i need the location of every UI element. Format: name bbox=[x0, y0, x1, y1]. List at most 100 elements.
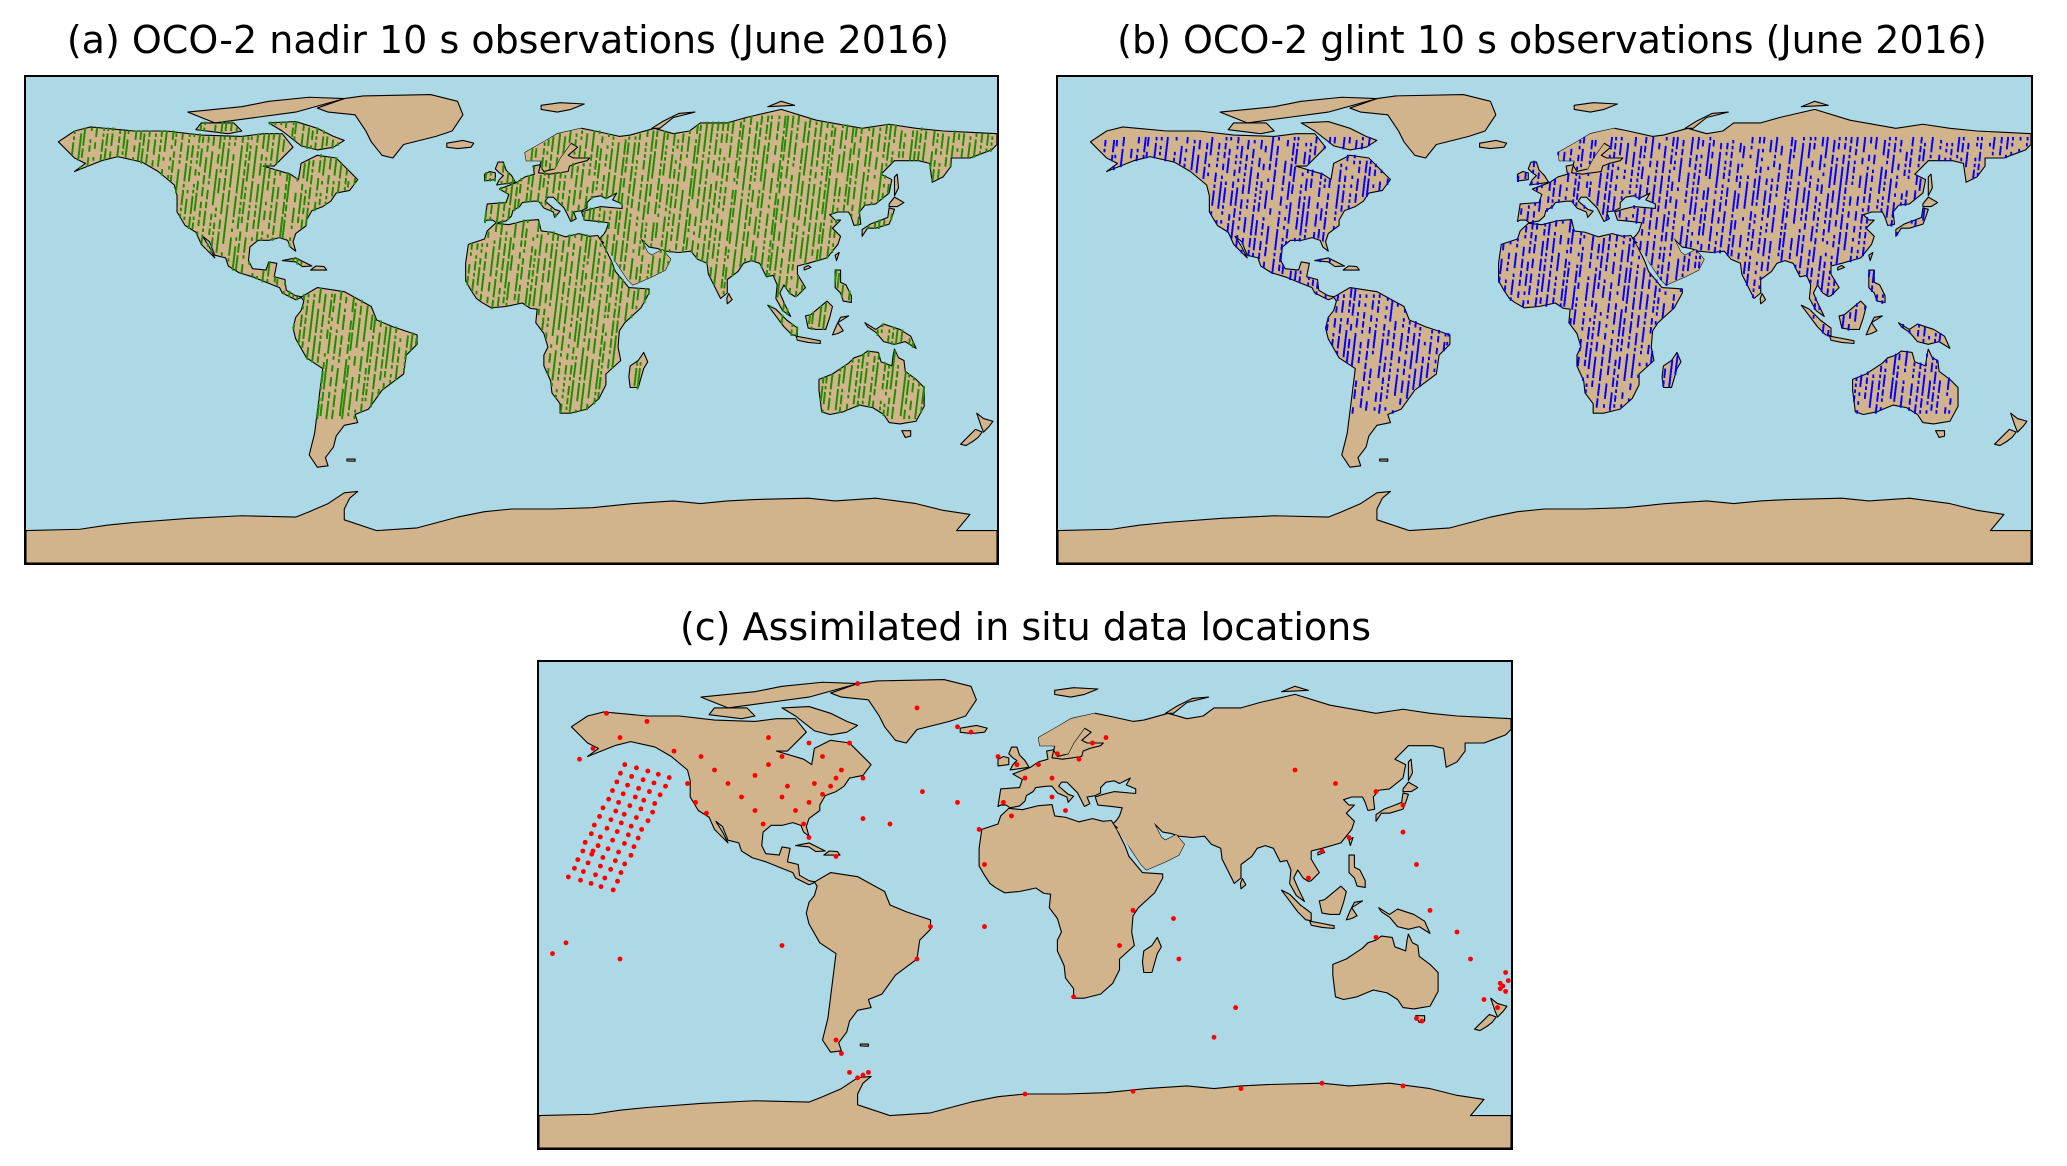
observation-mark bbox=[574, 183, 577, 188]
observation-mark bbox=[525, 231, 528, 235]
observation-mark bbox=[603, 175, 605, 179]
observation-mark bbox=[696, 124, 699, 129]
observation-mark bbox=[543, 261, 546, 265]
observation-mark bbox=[190, 201, 193, 206]
land-arctic-islands bbox=[188, 97, 344, 123]
observation-mark bbox=[745, 216, 747, 221]
observation-mark bbox=[254, 151, 257, 155]
observation-mark bbox=[699, 228, 701, 232]
observation-mark bbox=[379, 371, 382, 375]
observation-mark bbox=[350, 320, 352, 325]
observation-mark bbox=[841, 388, 844, 393]
observation-mark bbox=[206, 192, 209, 197]
observation-mark bbox=[274, 213, 277, 218]
observation-mark bbox=[624, 139, 627, 143]
observation-mark bbox=[939, 151, 942, 155]
observation-mark bbox=[138, 142, 141, 146]
observation-mark bbox=[599, 350, 602, 354]
observation-mark bbox=[356, 388, 359, 393]
observation-mark bbox=[543, 264, 546, 268]
observation-mark bbox=[633, 382, 636, 387]
observation-mark bbox=[615, 296, 618, 301]
observation-mark bbox=[601, 183, 604, 188]
observation-mark bbox=[781, 258, 783, 262]
observation-mark bbox=[826, 189, 829, 194]
observation-mark bbox=[643, 204, 646, 209]
observation-mark bbox=[215, 207, 217, 212]
observation-mark bbox=[273, 133, 275, 137]
observation-mark bbox=[261, 278, 264, 283]
observation-mark bbox=[875, 157, 878, 161]
observation-mark bbox=[269, 121, 272, 126]
observation-mark bbox=[611, 332, 613, 336]
observation-mark bbox=[824, 145, 826, 149]
observation-mark bbox=[689, 189, 691, 194]
observation-mark bbox=[278, 136, 281, 140]
observation-mark bbox=[335, 376, 338, 381]
observation-mark bbox=[317, 350, 320, 354]
observation-mark bbox=[800, 243, 803, 247]
observation-mark bbox=[607, 180, 610, 185]
observation-mark bbox=[212, 231, 215, 235]
observation-mark bbox=[376, 347, 379, 351]
observation-mark bbox=[859, 379, 862, 384]
observation-mark bbox=[735, 180, 738, 185]
observation-mark bbox=[301, 341, 304, 345]
observation-mark bbox=[769, 243, 772, 247]
observation-mark bbox=[608, 166, 611, 170]
observation-mark bbox=[316, 127, 319, 131]
observation-mark bbox=[240, 151, 243, 155]
observation-mark bbox=[865, 154, 867, 158]
observation-mark bbox=[584, 201, 587, 206]
observation-mark bbox=[554, 213, 557, 218]
observation-mark bbox=[1224, 142, 1227, 147]
observation-mark bbox=[660, 189, 663, 194]
observation-mark bbox=[386, 350, 389, 354]
observation-mark bbox=[657, 186, 659, 191]
observation-mark bbox=[100, 148, 103, 152]
observation-mark bbox=[212, 195, 215, 200]
observation-mark bbox=[722, 124, 725, 129]
observation-mark bbox=[271, 195, 274, 200]
observation-mark bbox=[592, 213, 595, 218]
observation-mark bbox=[869, 394, 871, 399]
observation-mark bbox=[883, 219, 886, 224]
observation-mark bbox=[644, 198, 647, 203]
observation-mark bbox=[724, 186, 727, 191]
observation-mark bbox=[791, 264, 794, 268]
observation-mark bbox=[137, 151, 140, 155]
observation-mark bbox=[800, 154, 803, 158]
observation-mark bbox=[1183, 163, 1186, 168]
observation-mark bbox=[841, 130, 844, 134]
observation-mark bbox=[761, 255, 764, 259]
observation-mark bbox=[613, 308, 616, 313]
observation-mark bbox=[733, 177, 736, 182]
observation-mark bbox=[496, 261, 499, 265]
observation-mark bbox=[314, 335, 317, 339]
observation-mark bbox=[883, 145, 886, 149]
observation-mark bbox=[1223, 154, 1226, 159]
observation-mark bbox=[929, 163, 932, 167]
observation-mark bbox=[759, 210, 762, 215]
observation-mark bbox=[341, 388, 344, 393]
observation-mark bbox=[693, 180, 696, 185]
observation-mark bbox=[343, 397, 346, 402]
observation-mark bbox=[874, 382, 877, 387]
observation-mark bbox=[140, 160, 143, 164]
observation-mark bbox=[783, 234, 786, 238]
observation-mark bbox=[580, 136, 583, 140]
observation-mark bbox=[300, 317, 303, 322]
observation-mark bbox=[601, 359, 604, 363]
observation-mark bbox=[920, 409, 923, 414]
observation-mark bbox=[570, 391, 573, 396]
observation-mark bbox=[680, 201, 683, 206]
observation-mark bbox=[515, 281, 518, 286]
observation-mark bbox=[595, 382, 598, 387]
observation-mark bbox=[853, 186, 856, 191]
observation-mark bbox=[728, 216, 731, 221]
observation-mark bbox=[350, 338, 353, 342]
observation-mark bbox=[764, 228, 767, 232]
observation-mark bbox=[247, 213, 250, 218]
observation-mark bbox=[754, 252, 757, 256]
observation-mark bbox=[829, 225, 832, 230]
